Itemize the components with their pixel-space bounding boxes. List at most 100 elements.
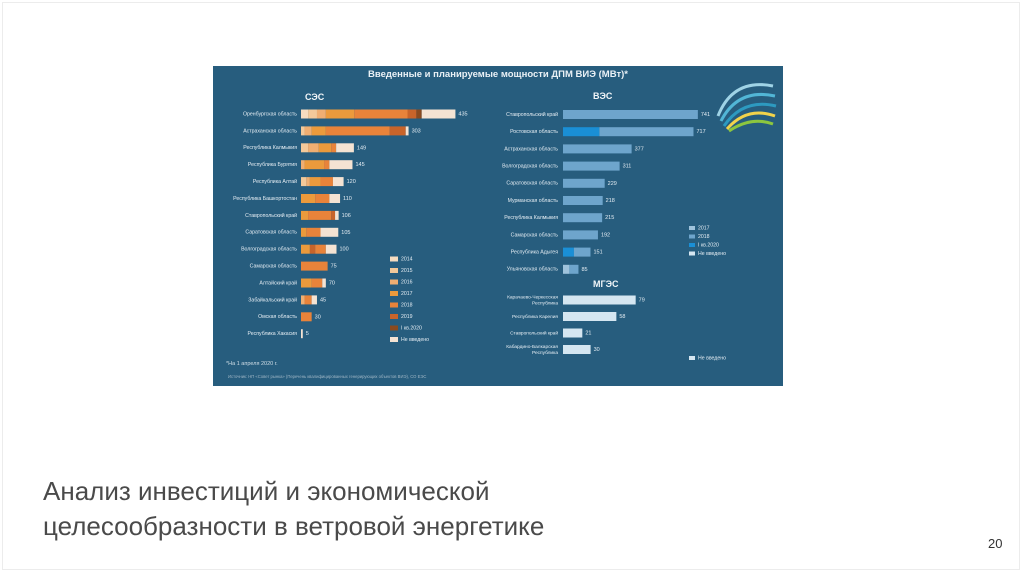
bar-segment: [322, 278, 326, 288]
bar-segment: [304, 295, 312, 305]
legend-swatch: [689, 234, 695, 239]
bar-segment: [320, 227, 339, 237]
category-label: Республика Калмыкия: [504, 215, 558, 221]
category-label: Забайкальский край: [248, 296, 297, 303]
data-label: 75: [331, 264, 337, 270]
bar-segment: [405, 126, 409, 136]
data-label: 303: [412, 128, 421, 134]
data-label: 192: [601, 232, 610, 238]
category-label: Саратовская область: [506, 181, 558, 187]
category-label: Ростовская область: [510, 129, 558, 135]
legend-label: 2017: [698, 225, 710, 231]
bar-segment: [308, 143, 319, 153]
caption-line-2: целесообразности в ветровой энергетике: [43, 511, 545, 541]
legend-label: 2016: [401, 279, 413, 285]
legend-label: I кв.2020: [401, 325, 422, 331]
category-label: Мурманская область: [508, 198, 559, 204]
data-label: 145: [355, 162, 364, 168]
data-label: 106: [342, 213, 351, 219]
legend-label: Не введено: [401, 337, 429, 343]
category-label: Алтайский край: [259, 279, 297, 286]
legend-label: 2019: [401, 314, 413, 320]
category-label: Республика: [532, 350, 558, 356]
infographic-title: Введенные и планируемые мощности ДПМ ВИЭ…: [368, 69, 628, 80]
bar-segment: [301, 329, 303, 339]
bar-segment: [416, 109, 422, 119]
category-label: Самарская область: [250, 263, 298, 269]
logo-arc: [716, 83, 774, 117]
ses-section-title: СЭС: [305, 92, 325, 102]
footnote: *На 1 апреля 2020 г.: [226, 361, 278, 367]
category-label: Самарская область: [511, 232, 559, 238]
charts-svg: Оренбургская область 435 Астраханская обла…: [233, 83, 777, 361]
bar-segment: [563, 144, 632, 154]
legend-swatch: [390, 291, 398, 296]
data-label: 70: [329, 280, 335, 286]
bar-segment: [325, 126, 390, 136]
legend-label: 2015: [401, 268, 413, 274]
category-label: Республика Карелия: [512, 314, 558, 320]
bar-segment: [354, 109, 408, 119]
legend-swatch: [390, 337, 398, 342]
legend-swatch: [689, 243, 695, 247]
legend-swatch: [689, 251, 695, 256]
bar-segment: [563, 196, 603, 205]
legend-swatch: [390, 268, 398, 273]
bar-segment: [563, 295, 636, 305]
category-label: Республика Башкортостан: [233, 196, 297, 202]
bar-segment: [301, 210, 309, 220]
category-label: Астраханская область: [504, 146, 558, 152]
legend-label: I кв.2020: [698, 242, 719, 248]
bar-segment: [563, 230, 598, 240]
bar-segment: [301, 244, 310, 254]
bar-segment: [407, 109, 417, 119]
infographic: Введенные и планируемые мощности ДПМ ВИЭ…: [213, 66, 783, 386]
category-label: Карачаево-Черкесская: [507, 294, 558, 300]
category-label: Астраханская область: [243, 128, 297, 134]
data-label: 218: [606, 198, 615, 204]
bar-segment: [308, 210, 332, 220]
bar-segment: [301, 295, 305, 305]
category-label: Ставропольский край: [506, 111, 558, 118]
bar-segment: [306, 177, 310, 187]
legend-label: 2017: [401, 291, 413, 297]
data-label: 120: [347, 179, 356, 185]
bar-segment: [329, 160, 353, 170]
category-label: Республика Алтай: [253, 178, 297, 185]
hydro-section-title: МГЭС: [593, 279, 619, 289]
legend-swatch: [390, 302, 398, 308]
category-label: Ставропольский край: [245, 212, 297, 219]
bar-segment: [336, 143, 354, 153]
bar-segment: [304, 160, 325, 170]
legend-swatch: [390, 314, 398, 319]
bar-segment: [301, 194, 316, 203]
bar-segment: [332, 177, 344, 187]
category-label: Оренбургская область: [243, 111, 297, 117]
bar-segment: [301, 177, 307, 187]
data-label: 21: [585, 330, 591, 336]
bar-segment: [301, 227, 307, 237]
logo-arc: [722, 102, 777, 127]
bar-segment: [304, 126, 312, 136]
bar-segment: [563, 247, 574, 257]
bar-segment: [329, 194, 341, 203]
category-label: Ставропольский край: [510, 329, 558, 336]
logo-arc: [719, 92, 776, 122]
bar-segment: [301, 160, 305, 170]
caption-line-1: Анализ инвестиций и экономической: [43, 476, 490, 506]
data-label: 79: [639, 297, 645, 303]
data-label: 110: [343, 196, 352, 202]
bar-segment: [309, 177, 321, 187]
bar-segment: [331, 210, 336, 220]
category-label: Кабардино-Балкарская: [506, 344, 558, 350]
wind-section-title: ВЭС: [593, 91, 613, 101]
bar-segment: [573, 247, 591, 257]
data-label: 100: [340, 247, 349, 253]
bar-segment: [301, 109, 309, 119]
bar-segment: [308, 109, 317, 119]
legend-label: 2018: [401, 302, 413, 308]
bar-segment: [311, 126, 326, 136]
data-label: 377: [635, 146, 644, 152]
bar-segment: [301, 126, 305, 136]
category-label: Ульяновская область: [507, 267, 559, 273]
